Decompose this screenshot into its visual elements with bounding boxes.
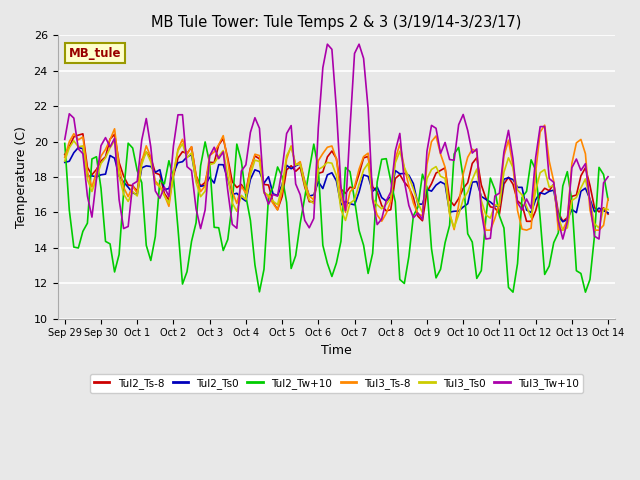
Legend: Tul2_Ts-8, Tul2_Ts0, Tul2_Tw+10, Tul3_Ts-8, Tul3_Ts0, Tul3_Tw+10: Tul2_Ts-8, Tul2_Ts0, Tul2_Tw+10, Tul3_Ts… <box>90 373 583 393</box>
X-axis label: Time: Time <box>321 344 352 357</box>
Text: MB_tule: MB_tule <box>68 47 121 60</box>
Title: MB Tule Tower: Tule Temps 2 & 3 (3/19/14-3/23/17): MB Tule Tower: Tule Temps 2 & 3 (3/19/14… <box>151 15 522 30</box>
Y-axis label: Temperature (C): Temperature (C) <box>15 126 28 228</box>
